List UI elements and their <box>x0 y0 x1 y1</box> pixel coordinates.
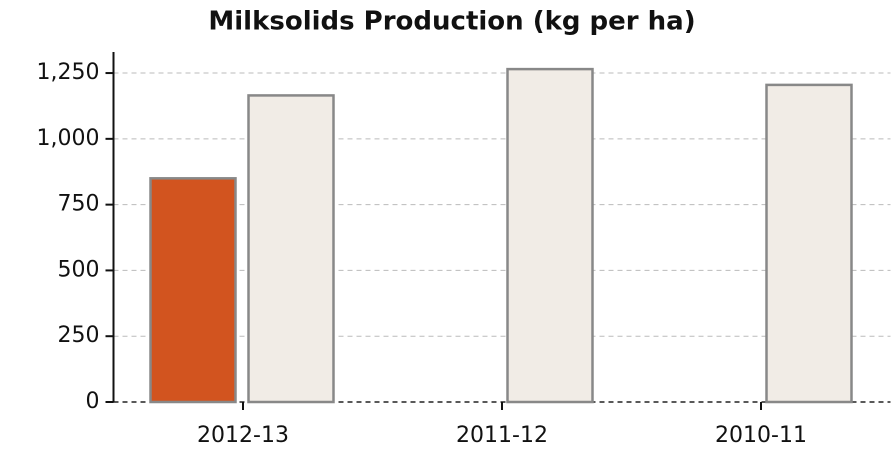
bar <box>149 177 237 404</box>
x-tick-label: 2010-11 <box>715 423 807 448</box>
y-tick-label: 1,250 <box>37 60 100 85</box>
y-tick-label: 1,000 <box>37 126 100 151</box>
chart-title: Milksolids Production (kg per ha) <box>208 7 695 37</box>
y-tick-label: 0 <box>86 389 100 414</box>
bar <box>765 83 853 404</box>
y-tick-label: 250 <box>58 323 100 348</box>
y-tick-label: 750 <box>58 192 100 217</box>
bar <box>247 94 335 404</box>
bar <box>506 67 594 404</box>
x-tick-label: 2012-13 <box>197 423 289 448</box>
y-tick-label: 500 <box>58 257 100 282</box>
x-tick-label: 2011-12 <box>456 423 548 448</box>
